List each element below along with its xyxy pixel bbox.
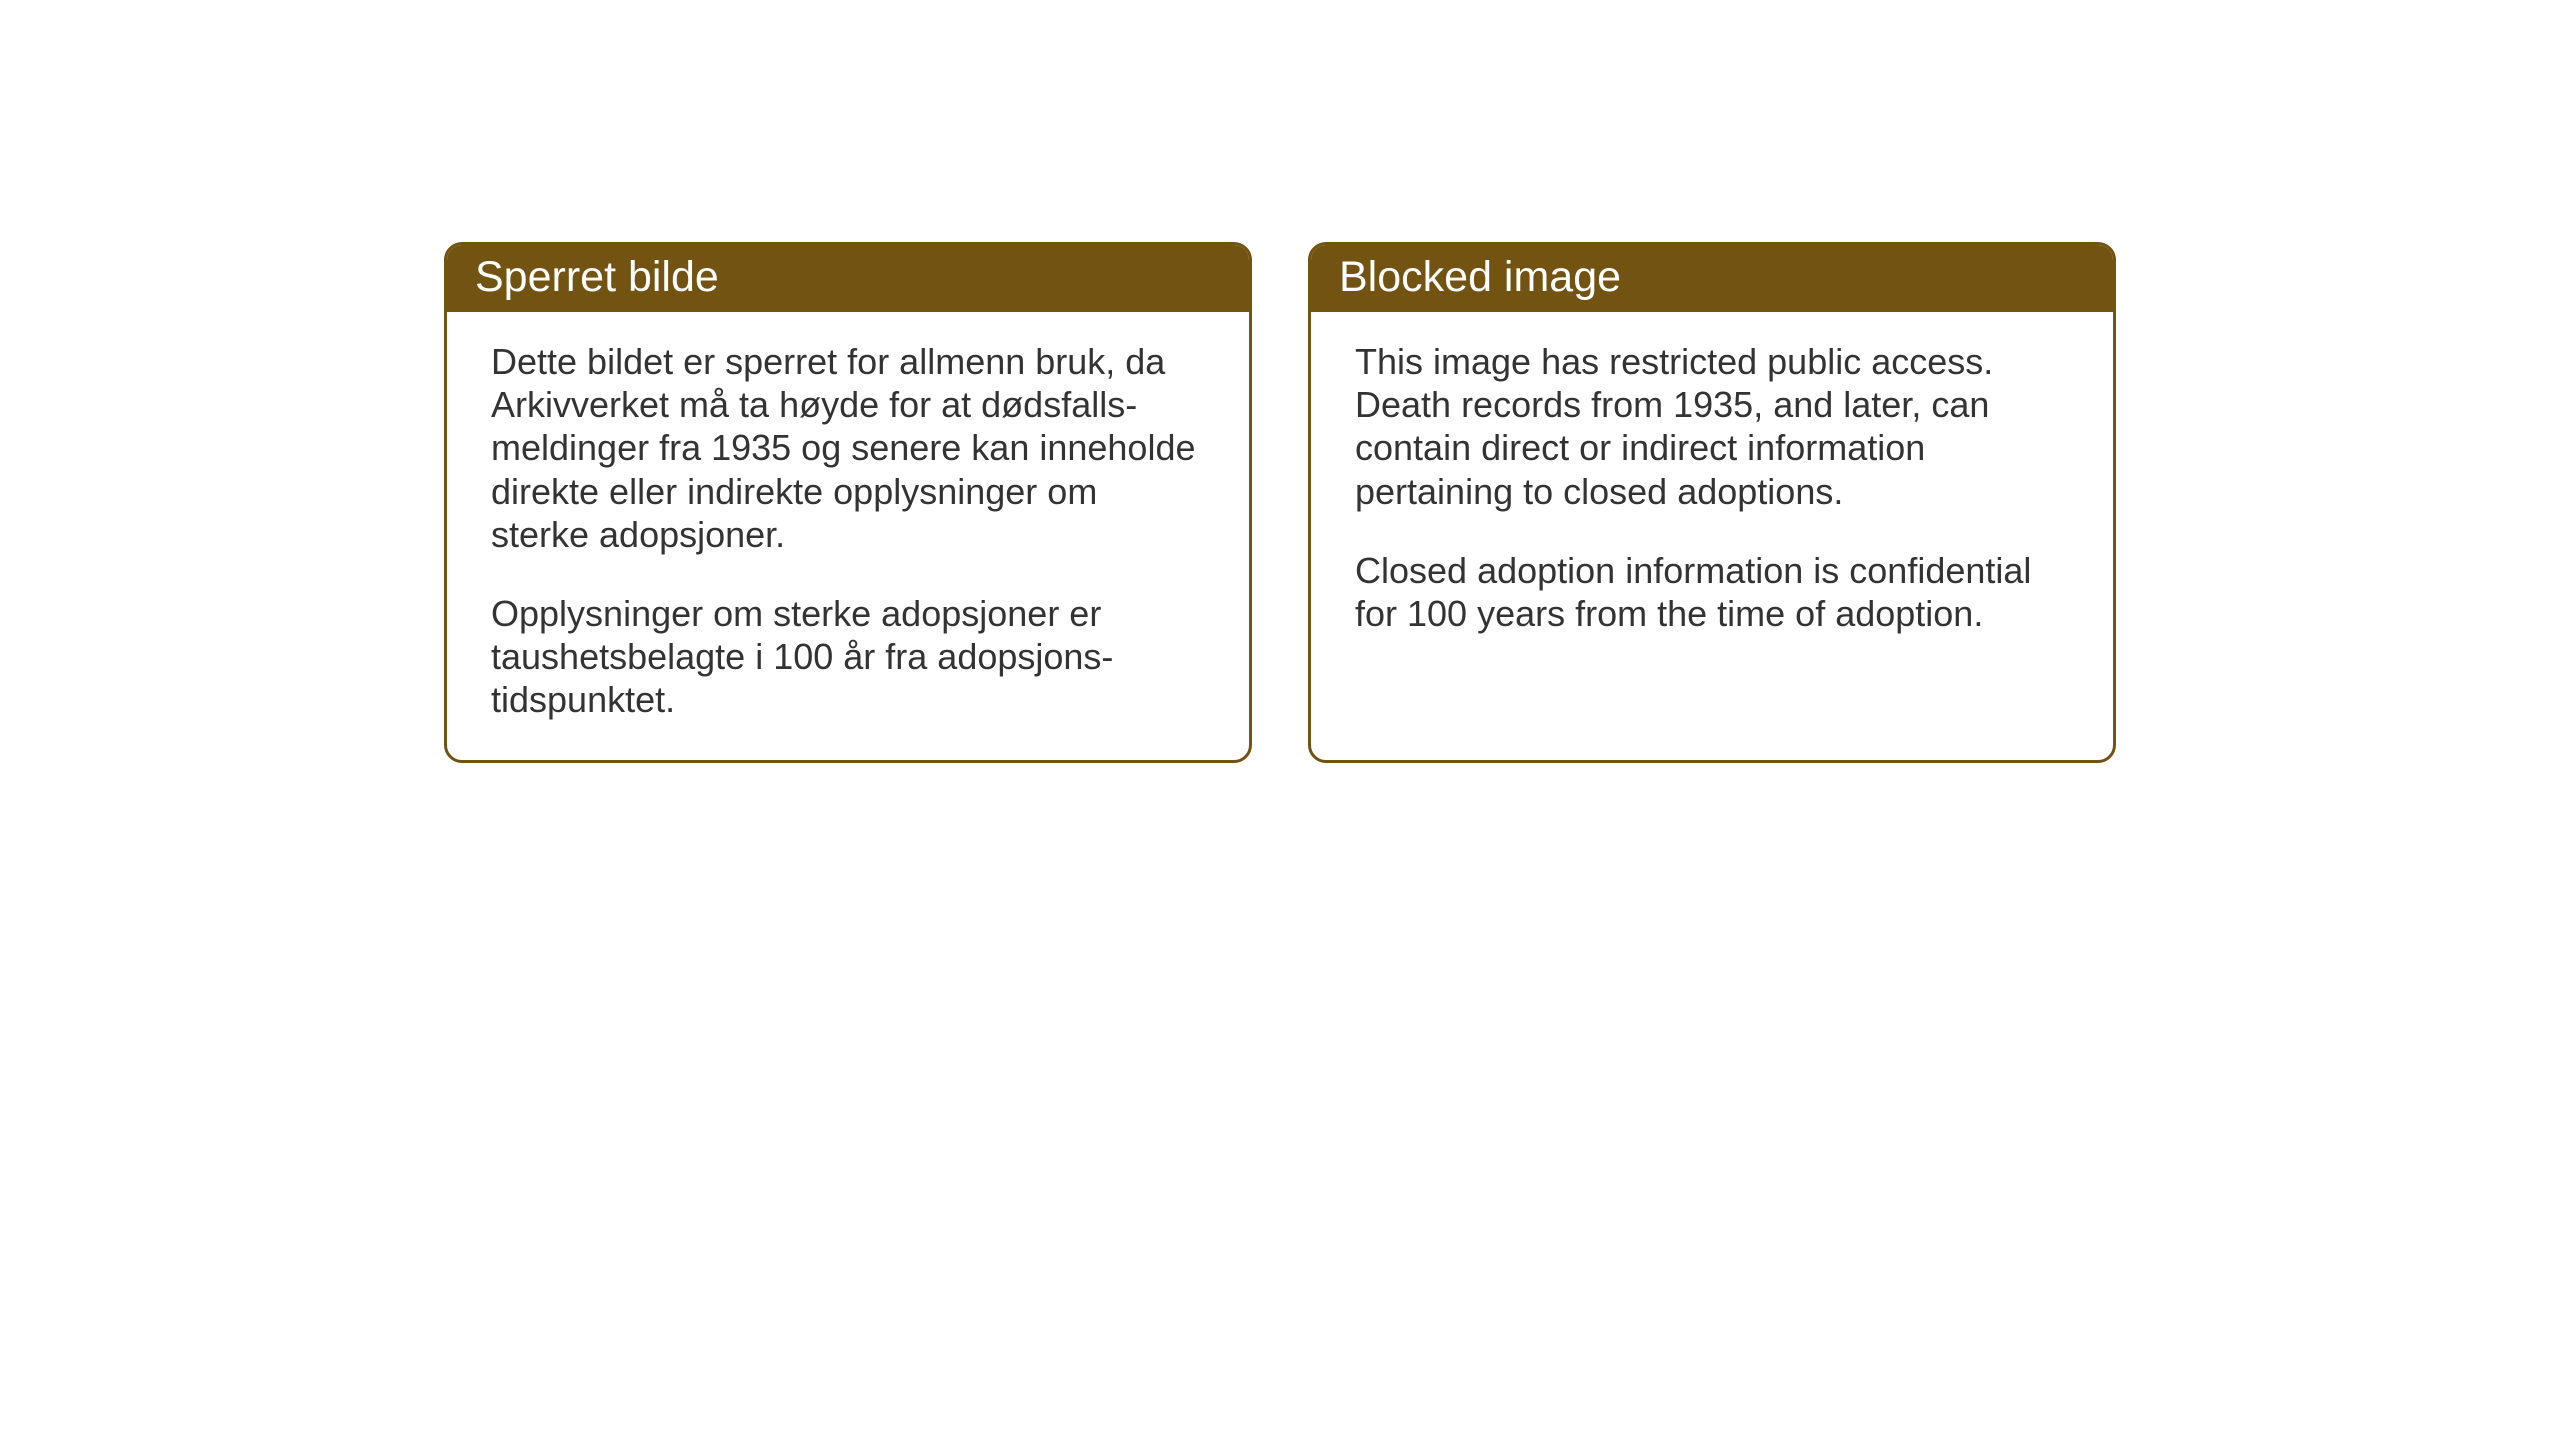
card-paragraph-2-english: Closed adoption information is confident… (1355, 549, 2069, 635)
card-paragraph-1-norwegian: Dette bildet er sperret for allmenn bruk… (491, 340, 1205, 556)
card-header-norwegian: Sperret bilde (447, 245, 1249, 312)
card-paragraph-2-norwegian: Opplysninger om sterke adopsjoner er tau… (491, 592, 1205, 722)
card-paragraph-1-english: This image has restricted public access.… (1355, 340, 2069, 513)
card-body-norwegian: Dette bildet er sperret for allmenn bruk… (447, 312, 1249, 760)
card-body-english: This image has restricted public access.… (1311, 312, 2113, 673)
notice-card-norwegian: Sperret bilde Dette bildet er sperret fo… (444, 242, 1252, 763)
notice-container: Sperret bilde Dette bildet er sperret fo… (444, 242, 2116, 763)
card-header-english: Blocked image (1311, 245, 2113, 312)
notice-card-english: Blocked image This image has restricted … (1308, 242, 2116, 763)
